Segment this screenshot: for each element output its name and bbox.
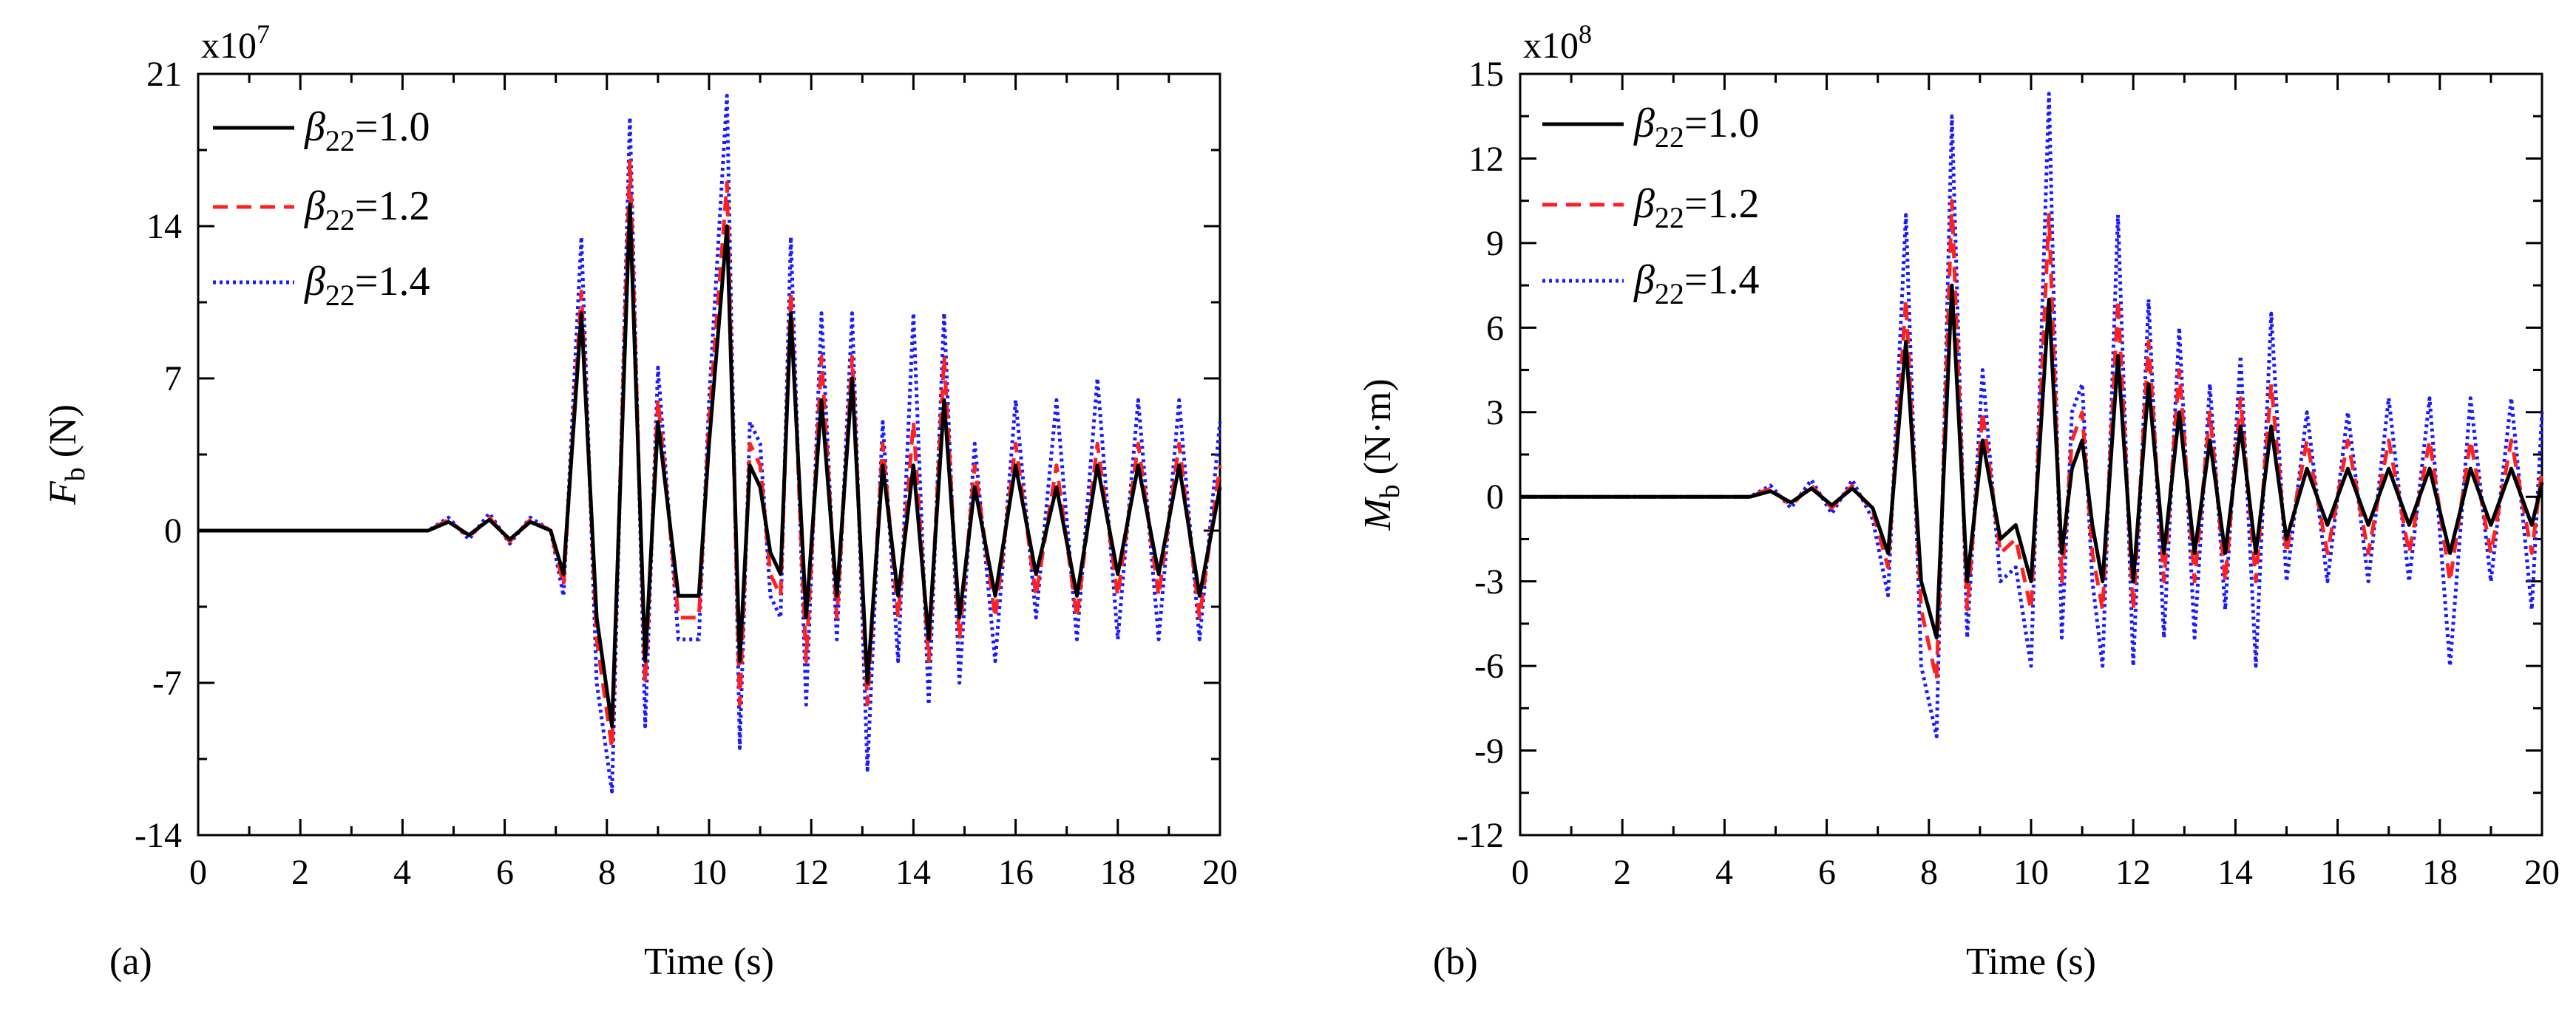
- chart-b-ytick-label: 12: [1468, 140, 1504, 179]
- chart-b-xtick-label: 18: [2422, 853, 2458, 892]
- chart-a-ytick-label: 14: [146, 207, 182, 246]
- chart-a-xtick-label: 8: [598, 853, 616, 892]
- chart-b-xtick-label: 6: [1818, 853, 1836, 892]
- chart-b-series-layer: [1520, 92, 2544, 738]
- chart-a-xtick-label: 2: [291, 853, 309, 892]
- chart-b-series-3-line: [1520, 92, 2544, 738]
- chart-a-xtick-label: 16: [998, 853, 1034, 892]
- chart-a-series-3-line: [198, 93, 1222, 794]
- chart-a-xtick-label: 12: [793, 853, 829, 892]
- chart-b-xtick-label: 8: [1920, 853, 1938, 892]
- chart-a-xlabel: Time (s): [644, 941, 774, 983]
- chart-b-ytick-label: 0: [1486, 477, 1504, 517]
- chart-a-legend-label-3: β22=1.4: [304, 259, 430, 312]
- chart-a-xtick-label: 20: [1202, 853, 1238, 892]
- chart-a-panel-label: (a): [109, 941, 152, 983]
- chart-b-legend-label-1: β22=1.0: [1633, 101, 1759, 154]
- chart-b-xtick-label: 20: [2524, 853, 2560, 892]
- chart-b-ytick-label: 15: [1468, 55, 1504, 94]
- chart-a-grid-ticks: [197, 72, 1221, 837]
- chart-b-series-1-line: [1520, 283, 2544, 640]
- chart-a-xtick-label: 18: [1100, 853, 1136, 892]
- chart-a-ytick-label: -14: [135, 816, 182, 855]
- chart-a-xtick-label: 0: [189, 853, 207, 892]
- chart-b-xtick-label: 14: [2217, 853, 2253, 892]
- chart-a-xtick-label: 4: [393, 853, 411, 892]
- chart-a-xtick-label: 14: [895, 853, 931, 892]
- chart-a-ytick-label: 7: [164, 359, 182, 398]
- chart-b-plot-frame: [1519, 72, 2543, 837]
- chart-b: -12 -9 -6 -3 0 3 6 9 12 15 0 2 4 6 8 10 …: [1357, 19, 2560, 983]
- chart-b-ytick-label: -12: [1457, 816, 1504, 855]
- chart-a-legend-label-1: β22=1.0: [304, 104, 430, 157]
- chart-b-panel-label: (b): [1433, 941, 1478, 983]
- chart-b-legend-label-2: β22=1.2: [1633, 181, 1759, 234]
- chart-b-legend: β22=1.0 β22=1.2 β22=1.4: [1542, 101, 1759, 310]
- chart-a-series-layer: [198, 93, 1222, 794]
- chart-b-xtick-label: 4: [1715, 853, 1733, 892]
- chart-b-grid-ticks: [1519, 72, 2543, 837]
- chart-b-ytick-label: -9: [1474, 732, 1504, 771]
- chart-a-series-2-line: [198, 159, 1222, 750]
- chart-b-xtick-label: 0: [1511, 853, 1529, 892]
- chart-b-series-2-line: [1520, 199, 2544, 682]
- chart-b-xtick-label: 2: [1613, 853, 1631, 892]
- chart-b-xtick-label: 10: [2013, 853, 2049, 892]
- chart-a-ytick-label: 21: [146, 55, 182, 94]
- chart-b-xtick-label: 12: [2115, 853, 2151, 892]
- chart-b-multiplier: x108: [1523, 19, 1592, 66]
- chart-b-legend-label-3: β22=1.4: [1633, 257, 1759, 310]
- chart-a-legend-label-2: β22=1.2: [304, 183, 430, 236]
- chart-b-ytick-label: -6: [1474, 647, 1504, 686]
- chart-b-ylabel: Mb (N·m): [1357, 378, 1406, 531]
- chart-b-ytick-label: 9: [1486, 224, 1504, 263]
- chart-a: -14 -7 0 7 14 21 0 2 4 6 8 10 12 14 16 1…: [42, 19, 1238, 983]
- chart-b-xtick-label: 16: [2320, 853, 2356, 892]
- chart-a-xtick-label: 10: [691, 853, 727, 892]
- chart-b-ytick-label: 3: [1486, 393, 1504, 432]
- chart-a-series-1-line: [198, 202, 1222, 729]
- chart-a-ylabel: Fb (N): [42, 404, 91, 506]
- chart-b-xlabel: Time (s): [1966, 941, 2096, 983]
- chart-a-xtick-label: 6: [496, 853, 514, 892]
- chart-a-legend: β22=1.0 β22=1.2 β22=1.4: [213, 104, 430, 312]
- chart-a-ytick-label: 0: [164, 511, 182, 551]
- chart-b-ytick-label: -3: [1474, 562, 1504, 602]
- chart-a-multiplier: x107: [201, 19, 270, 66]
- chart-a-ytick-label: -7: [152, 664, 182, 703]
- chart-b-ytick-label: 6: [1486, 309, 1504, 348]
